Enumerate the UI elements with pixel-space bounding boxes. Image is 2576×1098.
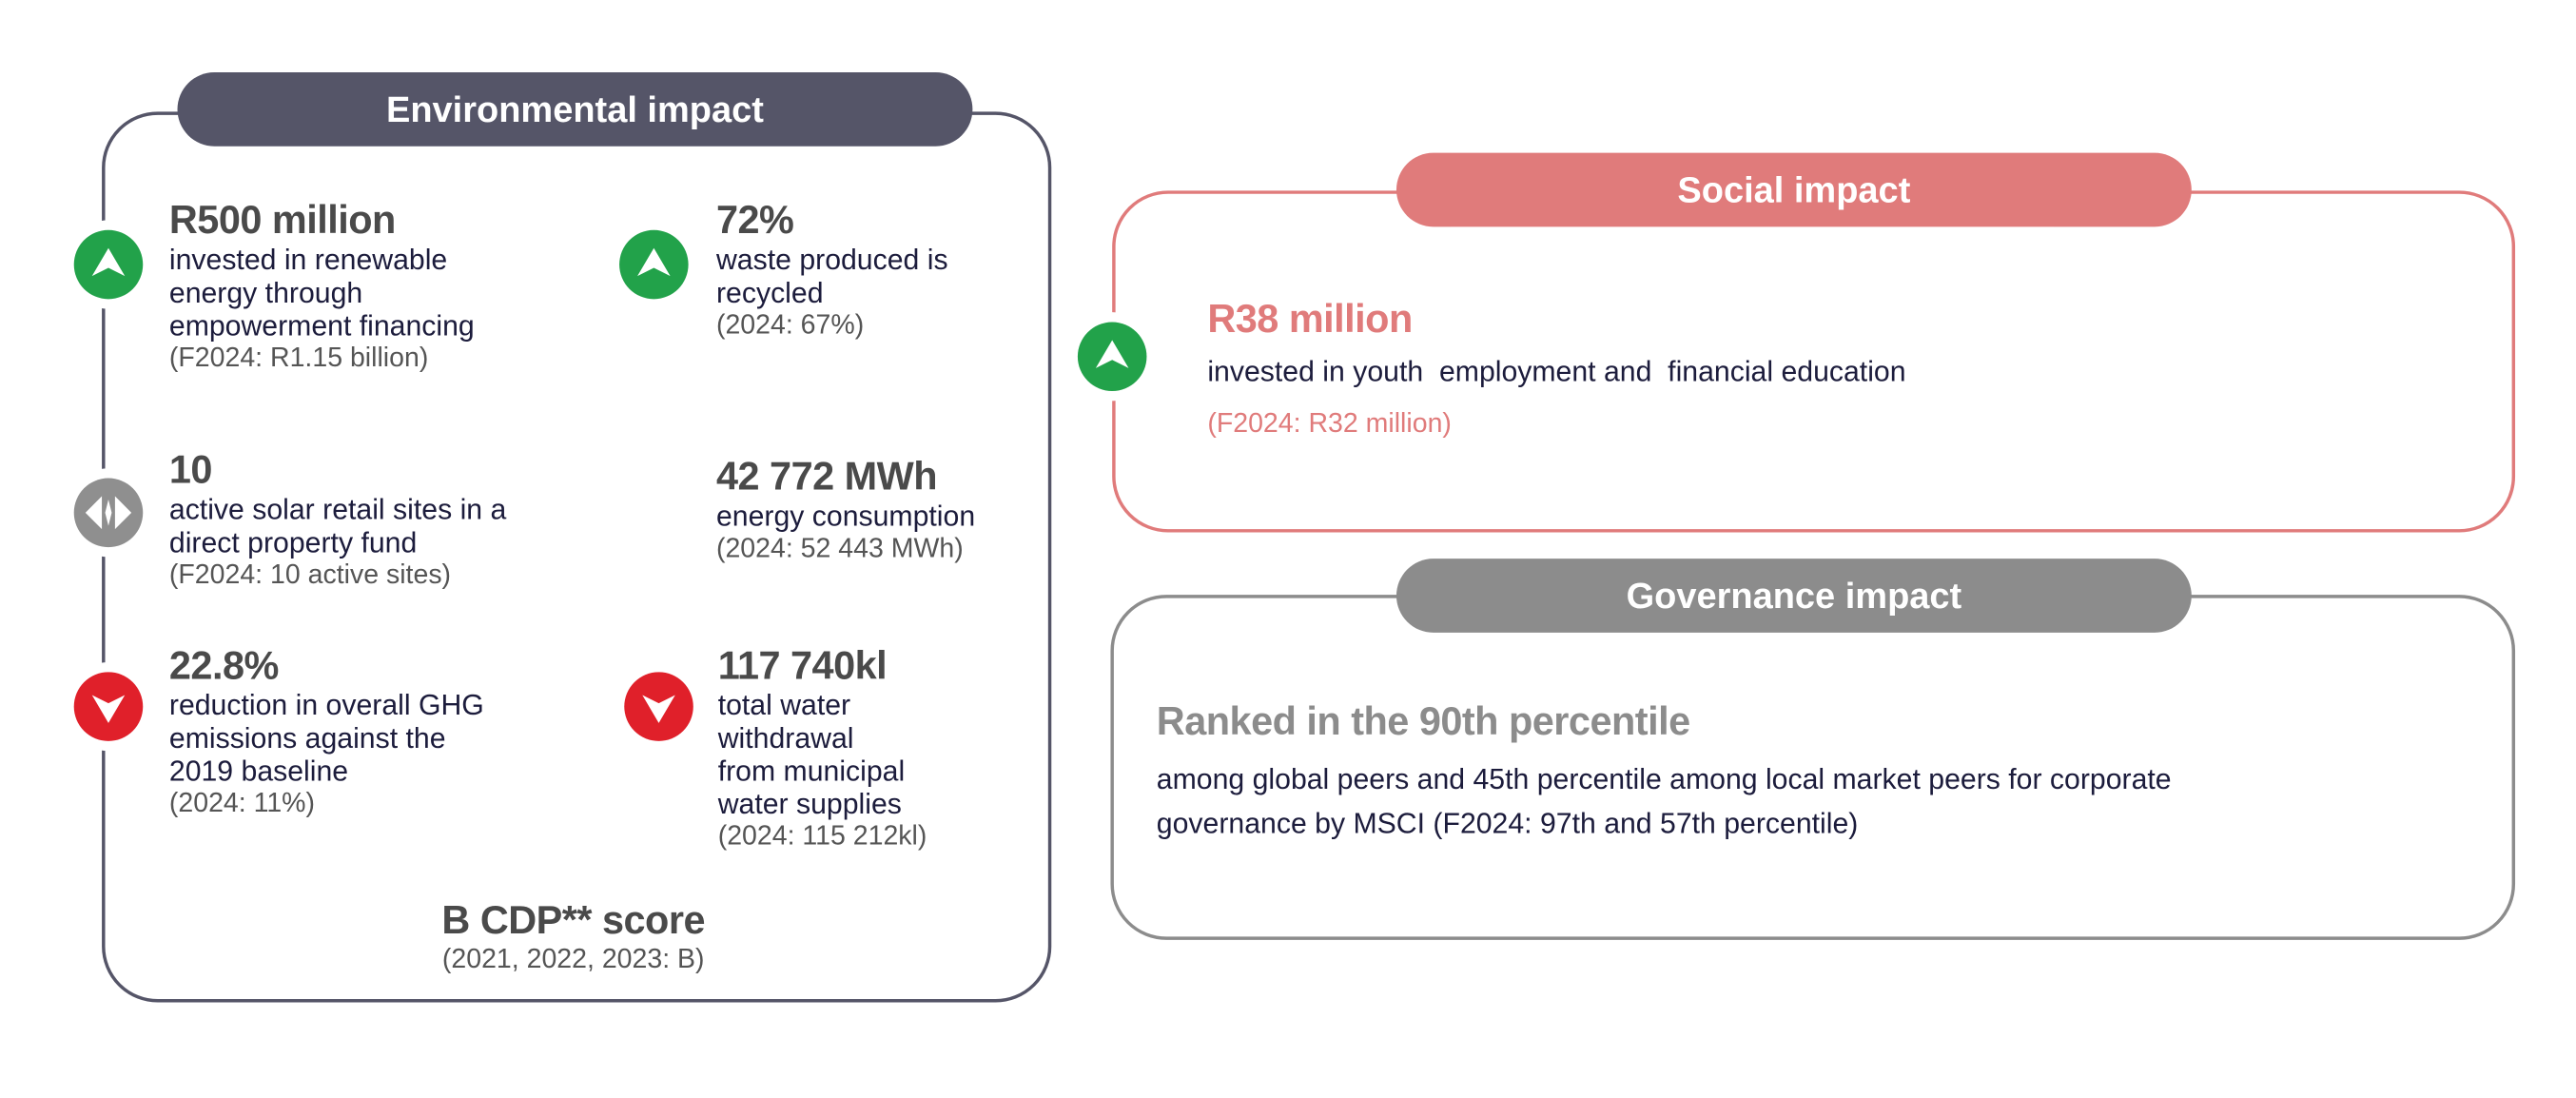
metric-prior: (F2024: R32 million) [1207, 409, 1452, 440]
metric-text: reduction in overall GHG [168, 688, 484, 722]
cdp-value: B CDP** score [441, 898, 706, 944]
metric-value: R500 million [168, 198, 396, 244]
env-item-solar: 10 active solar retail sites in a direct… [168, 448, 507, 592]
env-item-ghg: 22.8% reduction in overall GHG emissions… [168, 643, 484, 820]
env-item-water: 117 740kl total water withdrawal from mu… [717, 643, 927, 853]
up-arrow-icon [1077, 322, 1147, 392]
social-metric: R38 million invested in youth employment… [1207, 297, 1906, 441]
metric-text: direct property fund [168, 525, 418, 559]
metric-text: recycled [715, 276, 824, 309]
metric-text: active solar retail sites in a [168, 493, 507, 526]
social-title: Social impact [1395, 152, 2192, 227]
metric-value: 72% [715, 198, 794, 244]
metric-prior: (2024: 52 443 MWh) [715, 534, 964, 564]
metric-prior: (F2024: R1.15 billion) [168, 343, 429, 374]
metric-text: water supplies [717, 787, 902, 820]
metric-value: 10 [168, 448, 213, 494]
governance-title: Governance impact [1395, 559, 2192, 633]
metric-text: governance by MSCI (F2024: 97th and 57th… [1156, 806, 1859, 840]
metric-value: Ranked in the 90th percentile [1156, 699, 1690, 745]
metric-value: R38 million [1207, 297, 1413, 343]
metric-text: total water [717, 688, 851, 722]
metric-prior: (2024: 11%) [168, 788, 316, 819]
env-item-renewable: R500 million invested in renewable energ… [168, 198, 475, 375]
metric-text: energy consumption [715, 500, 976, 533]
metric-value: 117 740kl [717, 643, 888, 689]
metric-text: energy through [168, 276, 363, 309]
metric-text: withdrawal [717, 721, 854, 755]
env-item-waste: 72% waste produced is recycled (2024: 67… [715, 198, 948, 343]
metric-text: from municipal [717, 754, 906, 788]
cdp-prior: (2021, 2022, 2023: B) [441, 945, 705, 975]
metric-text: invested in youth employment and financi… [1207, 355, 1906, 388]
metric-text: invested in renewable [168, 243, 448, 277]
metric-text: waste produced is [715, 243, 948, 277]
metric-prior: (2024: 67%) [715, 310, 865, 341]
cdp-score: B CDP** score (2021, 2022, 2023: B) [328, 900, 818, 975]
metric-text: empowerment financing [168, 308, 475, 343]
governance-metric: Ranked in the 90th percentile among glob… [1157, 701, 2172, 846]
metric-text: emissions against the [168, 721, 446, 755]
neutral-arrows-icon [73, 478, 144, 548]
env-item-energy: 42 772 MWh energy consumption (2024: 52 … [715, 455, 976, 565]
down-arrow-icon [73, 672, 144, 741]
metric-prior: (2024: 115 212kl) [717, 821, 927, 852]
metric-text: 2019 baseline [168, 754, 349, 788]
environmental-title: Environmental impact [177, 71, 973, 147]
metric-value: 42 772 MWh [715, 455, 938, 500]
up-arrow-icon [73, 229, 144, 300]
up-arrow-icon [619, 229, 689, 300]
metric-prior: (F2024: 10 active sites) [168, 559, 452, 590]
metric-value: 22.8% [168, 643, 279, 689]
down-arrow-icon [624, 672, 693, 741]
metric-text: among global peers and 45th percentile a… [1156, 762, 2172, 795]
